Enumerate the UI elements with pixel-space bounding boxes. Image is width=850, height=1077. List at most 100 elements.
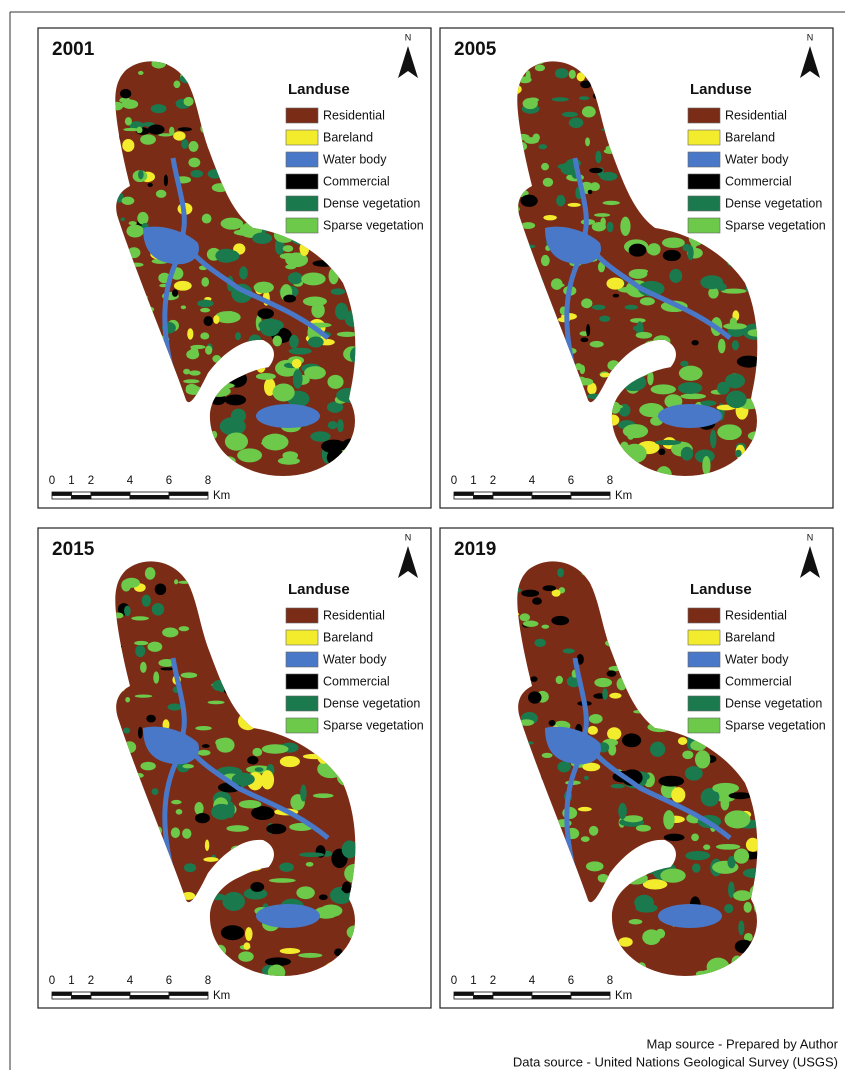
map-texture — [122, 139, 134, 152]
legend-title: Landuse — [288, 581, 350, 598]
map-texture — [138, 170, 144, 179]
map-texture — [607, 727, 621, 740]
map-texture — [273, 383, 295, 401]
map-texture — [226, 802, 235, 818]
map-texture — [691, 834, 699, 842]
legend-swatch — [286, 174, 318, 189]
scale-segment — [91, 496, 130, 500]
map-texture — [298, 953, 322, 958]
map-texture — [183, 369, 190, 375]
map-texture — [523, 98, 538, 109]
scale-tick-label: 0 — [451, 975, 457, 987]
map-texture — [283, 245, 294, 252]
legend-title: Landuse — [690, 581, 752, 598]
map-texture — [301, 273, 325, 286]
legend-label: Commercial — [323, 674, 390, 688]
map-texture — [162, 628, 178, 638]
map-texture — [138, 727, 143, 739]
scale-segment — [493, 992, 532, 996]
map-texture — [244, 942, 251, 950]
scale-tick-label: 1 — [470, 475, 476, 487]
scale-segment — [454, 492, 474, 496]
map-texture — [695, 750, 710, 768]
map-texture — [201, 277, 209, 287]
map-texture — [578, 807, 592, 811]
map-texture — [685, 851, 710, 860]
map-texture — [151, 104, 167, 113]
map-texture — [607, 670, 617, 676]
map-texture — [625, 305, 638, 310]
map-texture — [602, 688, 608, 700]
map-texture — [582, 106, 596, 117]
map-texture — [541, 163, 549, 170]
legend-label: Sparse vegetation — [725, 218, 826, 232]
map-texture — [200, 332, 209, 339]
legend-label: Water body — [323, 152, 387, 166]
map-texture — [231, 409, 246, 423]
map-texture — [532, 597, 542, 604]
map-texture — [585, 137, 590, 146]
legend-swatch — [688, 218, 720, 233]
scale-unit: Km — [213, 490, 230, 502]
map-texture — [584, 776, 589, 780]
map-texture — [194, 802, 203, 815]
lake — [658, 404, 722, 428]
map-texture — [174, 281, 192, 291]
map-texture — [122, 197, 135, 205]
scale-segment — [169, 996, 208, 1000]
map-texture — [590, 341, 604, 348]
map-texture — [636, 825, 651, 832]
map-texture — [156, 190, 167, 198]
map-texture — [125, 697, 130, 702]
map-texture — [306, 862, 314, 867]
map-texture — [618, 937, 632, 946]
map-texture — [251, 806, 274, 820]
map-texture — [640, 297, 655, 305]
map-texture — [712, 783, 739, 794]
map-texture — [197, 750, 210, 756]
map-texture — [226, 825, 249, 832]
map-texture — [256, 373, 276, 380]
lake — [658, 904, 722, 928]
scale-tick-label: 1 — [68, 475, 74, 487]
map-texture — [189, 370, 201, 375]
scale-segment — [91, 492, 130, 496]
map-texture — [589, 714, 603, 724]
scale-segment — [72, 492, 92, 496]
map-texture — [171, 827, 180, 838]
map-texture — [289, 348, 312, 355]
map-panel: 2001NLanduseResidentialBarelandWater bod… — [38, 28, 431, 508]
map-texture — [140, 762, 155, 771]
legend-swatch — [286, 652, 318, 667]
map-texture — [726, 391, 747, 408]
legend-swatch — [286, 674, 318, 689]
scale-tick-label: 0 — [49, 475, 55, 487]
legend-swatch — [286, 718, 318, 733]
map-texture — [160, 667, 174, 670]
map-texture — [178, 127, 192, 131]
scale-tick-label: 6 — [166, 975, 172, 987]
map-texture — [300, 784, 306, 801]
map-texture — [137, 212, 148, 225]
legend-swatch — [688, 718, 720, 733]
map-texture — [310, 431, 330, 441]
map-texture — [680, 361, 688, 367]
map-texture — [169, 127, 174, 136]
map-texture — [293, 369, 303, 388]
map-panel: 2005NLanduseResidentialBarelandWater bod… — [440, 28, 833, 508]
legend-label: Dense vegetation — [725, 696, 822, 710]
legend-label: Commercial — [323, 174, 390, 188]
map-texture — [647, 247, 656, 254]
legend-swatch — [286, 108, 318, 123]
legend-label: Residential — [725, 608, 787, 622]
map-texture — [660, 869, 685, 883]
map-texture — [543, 215, 557, 220]
scale-tick-label: 4 — [127, 475, 134, 487]
map-texture — [308, 337, 324, 348]
map-texture — [221, 925, 244, 940]
scale-segment — [532, 492, 571, 496]
scale-tick-label: 6 — [568, 975, 574, 987]
map-texture — [208, 701, 225, 705]
scale-segment — [169, 496, 208, 500]
map-texture — [134, 641, 148, 645]
